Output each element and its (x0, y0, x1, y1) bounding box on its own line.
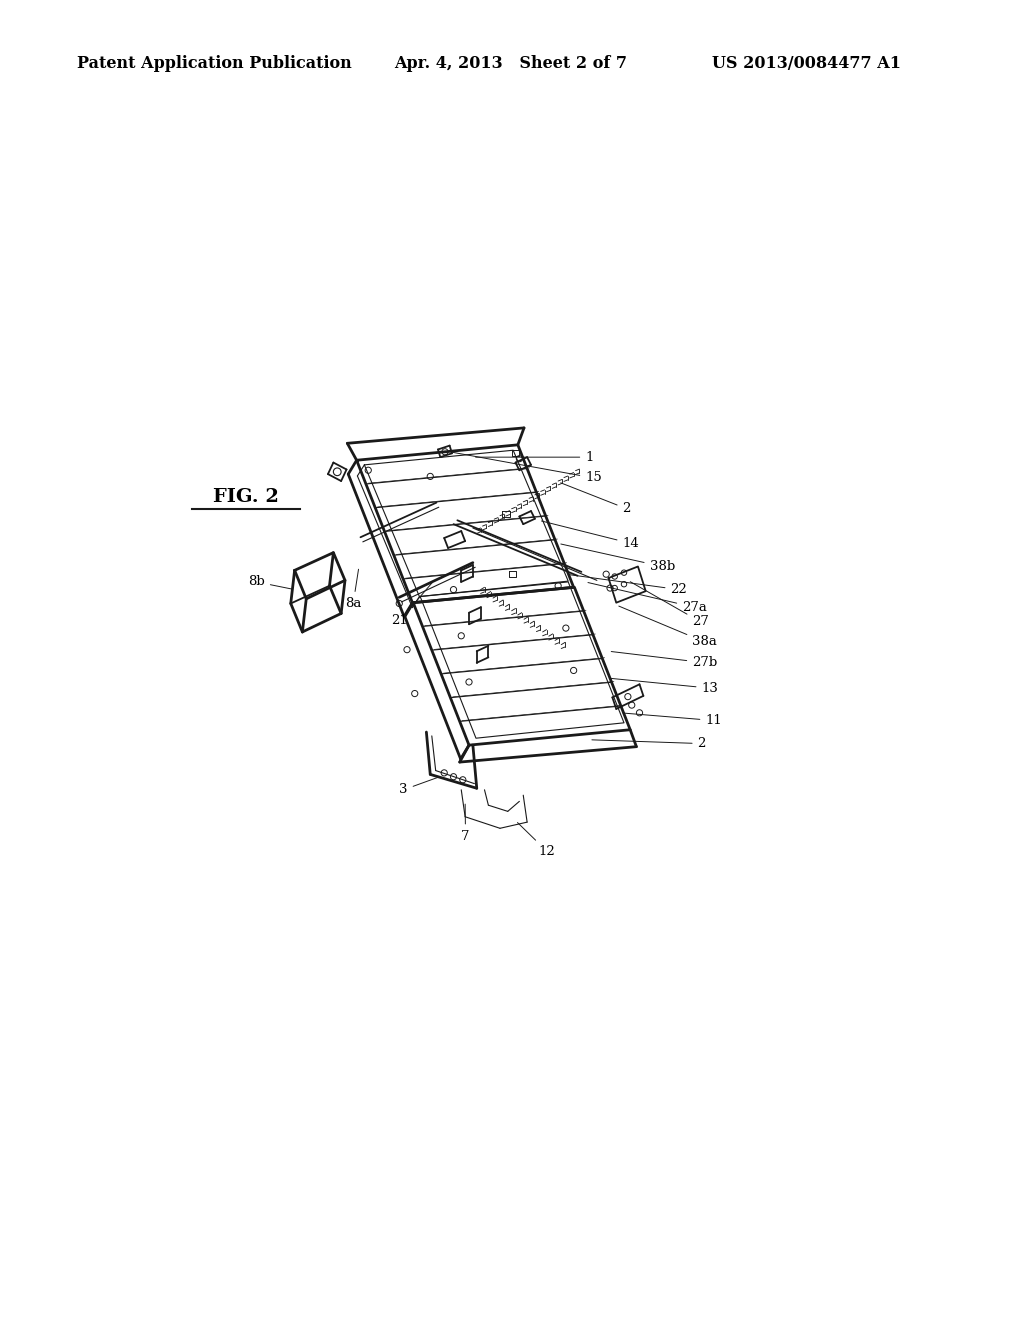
Text: 2: 2 (561, 483, 631, 515)
Text: US 2013/0084477 A1: US 2013/0084477 A1 (712, 55, 901, 73)
Text: 2: 2 (592, 737, 706, 750)
Text: 27a: 27a (588, 582, 707, 614)
Text: Apr. 4, 2013   Sheet 2 of 7: Apr. 4, 2013 Sheet 2 of 7 (394, 55, 628, 73)
Text: FIG. 2: FIG. 2 (213, 488, 279, 506)
Text: 38a: 38a (618, 606, 717, 648)
Text: 13: 13 (611, 678, 719, 694)
Text: 38b: 38b (561, 544, 675, 573)
Text: 8b: 8b (248, 576, 292, 589)
Text: 1: 1 (476, 450, 594, 463)
Text: 22: 22 (568, 574, 687, 597)
Text: 12: 12 (517, 822, 555, 858)
Text: 27b: 27b (611, 652, 718, 669)
Text: 15: 15 (453, 453, 602, 484)
Text: 14: 14 (542, 521, 639, 550)
Text: Patent Application Publication: Patent Application Publication (77, 55, 351, 73)
Text: 21: 21 (391, 582, 432, 627)
Text: 7: 7 (461, 804, 470, 842)
Text: 11: 11 (623, 713, 722, 727)
Text: 8a: 8a (345, 569, 361, 610)
Text: 3: 3 (399, 777, 439, 796)
Text: 27: 27 (631, 582, 709, 628)
